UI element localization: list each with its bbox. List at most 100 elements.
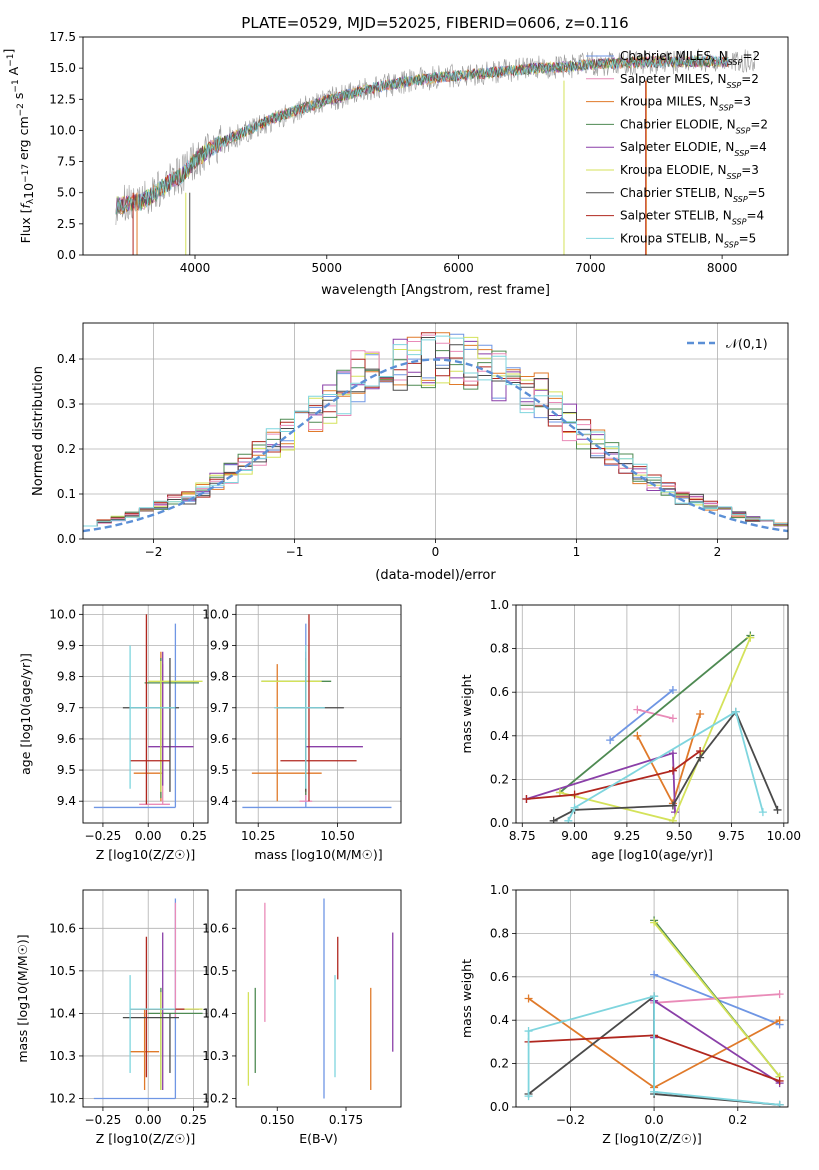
legend-entry-label: Salpeter ELODIE, NSSP=4 — [620, 140, 767, 158]
legend-label: Chabrier MILES, N — [620, 49, 728, 63]
spectrum-ytick-label: 0.0 — [57, 248, 76, 262]
ylabel-part: 10 — [21, 183, 36, 199]
z-age-ytick-label: 9.5 — [57, 763, 76, 777]
weight-point-marker — [746, 633, 755, 642]
spectrum-ytick-label: 2.5 — [57, 217, 76, 231]
z-mass-ytick-label: 10.2 — [49, 1091, 76, 1105]
mass-age-xtick-label: 10.25 — [241, 829, 275, 843]
ylabel-part: λ — [26, 198, 36, 204]
z-age-ytick-label: 9.8 — [57, 670, 76, 684]
residual-histogram — [83, 337, 788, 527]
weight-point-marker — [668, 816, 677, 823]
z-weight-xtick-label: 0.0 — [645, 1113, 664, 1127]
z-age-ytick-label: 9.7 — [57, 701, 76, 715]
legend-eq: =3 — [741, 163, 759, 177]
z-mass-ytick-label: 10.5 — [49, 964, 76, 978]
weight-point-marker — [775, 990, 784, 999]
ebv-mass-ytick-label: 10.6 — [202, 921, 229, 935]
mass-age-ytick-label: 9.9 — [210, 638, 229, 652]
age-weight-frame — [515, 604, 789, 824]
legend-entry-label: Salpeter MILES, NSSP=2 — [620, 72, 759, 90]
weight-point-marker — [633, 731, 642, 740]
legend-entry-label: Kroupa MILES, NSSP=3 — [620, 95, 751, 113]
weight-point-marker — [564, 816, 573, 823]
weight-point-marker — [524, 1092, 533, 1101]
z-age-xlabel: Z [log10(Z/Z☉)] — [96, 847, 196, 862]
z-age-ylabel: age [log10(age/yr)] — [18, 653, 33, 775]
ylabel-part: ] — [1, 49, 16, 54]
z-mass-bars — [93, 898, 203, 1100]
weight-point-marker — [668, 801, 677, 810]
mass-age-xtick-label: 10.50 — [320, 829, 354, 843]
weight-point-marker — [775, 1016, 784, 1025]
ebv-mass-panel: 0.150 0.175 10.2 10.3 10.4 10.5 10.6 E(B-V) — [202, 889, 402, 1146]
weight-point-marker — [570, 803, 579, 812]
weight-series-line — [609, 689, 674, 741]
age-weight-xtick-label: 9.75 — [718, 829, 745, 843]
weight-point-marker — [606, 736, 615, 745]
spectrum-ytick-label: 17.5 — [49, 30, 76, 44]
z-mass-ytick-label: 10.3 — [49, 1049, 76, 1063]
ylabel-part: A — [6, 66, 21, 79]
mass-age-ytick-label: 9.4 — [210, 794, 229, 808]
age-weight-lines — [522, 631, 782, 823]
normal-reference-curve — [83, 358, 788, 533]
residuals-ytick-label: 0.1 — [57, 487, 76, 501]
legend-label: Kroupa MILES, N — [620, 95, 719, 109]
weight-series-line — [553, 710, 779, 822]
spectrum-ytick-label: 15.0 — [49, 61, 76, 75]
mass-age-panel: 10.25 10.50 9.4 9.5 9.6 9.7 9.8 9.9 10.0 mass [lo… — [202, 604, 402, 862]
residuals-steps — [83, 332, 788, 533]
weight-point-marker — [650, 918, 659, 927]
weight-point-marker — [696, 747, 705, 756]
weight-point-marker — [758, 808, 767, 817]
residuals-ytick-label: 0.0 — [57, 532, 76, 546]
z-mass-xtick-label: −0.25 — [85, 1113, 122, 1127]
z-weight-ylabel: mass weight — [459, 959, 474, 1038]
ylabel-part: −1 — [6, 53, 16, 66]
legend-sub: SSP — [732, 217, 747, 226]
z-weight-ytick-label: 0.0 — [490, 1100, 509, 1114]
z-age-panel: −0.25 0.00 0.25 9.4 9.5 9.6 9.7 9.8 9.9 10.0 Z [lo… — [18, 604, 209, 862]
mass-age-ytick-label: 9.6 — [210, 732, 229, 746]
weight-point-marker — [650, 1087, 659, 1096]
legend-eq: =3 — [733, 95, 751, 109]
mass-age-frame — [235, 604, 402, 824]
z-age-bars — [93, 614, 203, 809]
age-weight-ytick-label: 0.6 — [490, 685, 509, 699]
weight-point-marker — [668, 714, 677, 723]
z-mass-ylabel: mass [log10(M/M☉)] — [15, 934, 30, 1062]
legend-label: Chabrier ELODIE, N — [620, 117, 736, 131]
legend-entry-label: Kroupa STELIB, NSSP=5 — [620, 231, 756, 249]
ylabel-part: −1 — [11, 79, 21, 92]
age-weight-ytick-label: 0.8 — [490, 642, 509, 656]
spectrum-xtick-label: 7000 — [575, 261, 606, 275]
residuals-ytick-label: 0.2 — [57, 442, 76, 456]
z-weight-frame — [515, 889, 789, 1108]
legend-entry-label: Chabrier ELODIE, NSSP=2 — [620, 117, 768, 135]
spectrum-xtick-label: 8000 — [707, 261, 738, 275]
residuals-xtick-label: 1 — [573, 545, 581, 559]
age-weight-ylabel: mass weight — [459, 674, 474, 753]
legend-label: Chabrier STELIB, N — [620, 186, 733, 200]
spectrum-ylabel: Flux [fλ10−17 erg cm−2 s−1 A−1] — [1, 49, 36, 244]
legend-entry-label: Chabrier STELIB, NSSP=5 — [620, 186, 765, 204]
spectrum-ytick-label: 12.5 — [49, 92, 76, 106]
ebv-mass-xlabel: E(B-V) — [299, 1131, 338, 1146]
z-age-xtick-label: −0.25 — [85, 829, 122, 843]
ylabel-part: −17 — [21, 164, 31, 183]
weight-point-marker — [773, 805, 782, 814]
mass-age-axes: 10.25 10.50 9.4 9.5 9.6 9.7 9.8 9.9 10.0 — [202, 605, 401, 843]
residuals-ytick-label: 0.4 — [57, 352, 76, 366]
ylabel-part: −2 — [16, 103, 26, 116]
ylabel-part: s — [11, 93, 26, 104]
legend-eq: =5 — [748, 186, 766, 200]
age-weight-ytick-label: 1.0 — [490, 598, 509, 612]
spectrum-ytick-label: 5.0 — [57, 186, 76, 200]
weight-series-line — [526, 750, 701, 800]
spectrum-lines — [115, 48, 756, 255]
age-weight-ytick-label: 0.4 — [490, 729, 509, 743]
z-mass-axes: −0.25 0.00 0.25 10.2 10.3 10.4 10.5 10.6 — [49, 890, 208, 1127]
residual-histogram — [83, 335, 788, 527]
spectrum-xtick-label: 4000 — [180, 261, 211, 275]
